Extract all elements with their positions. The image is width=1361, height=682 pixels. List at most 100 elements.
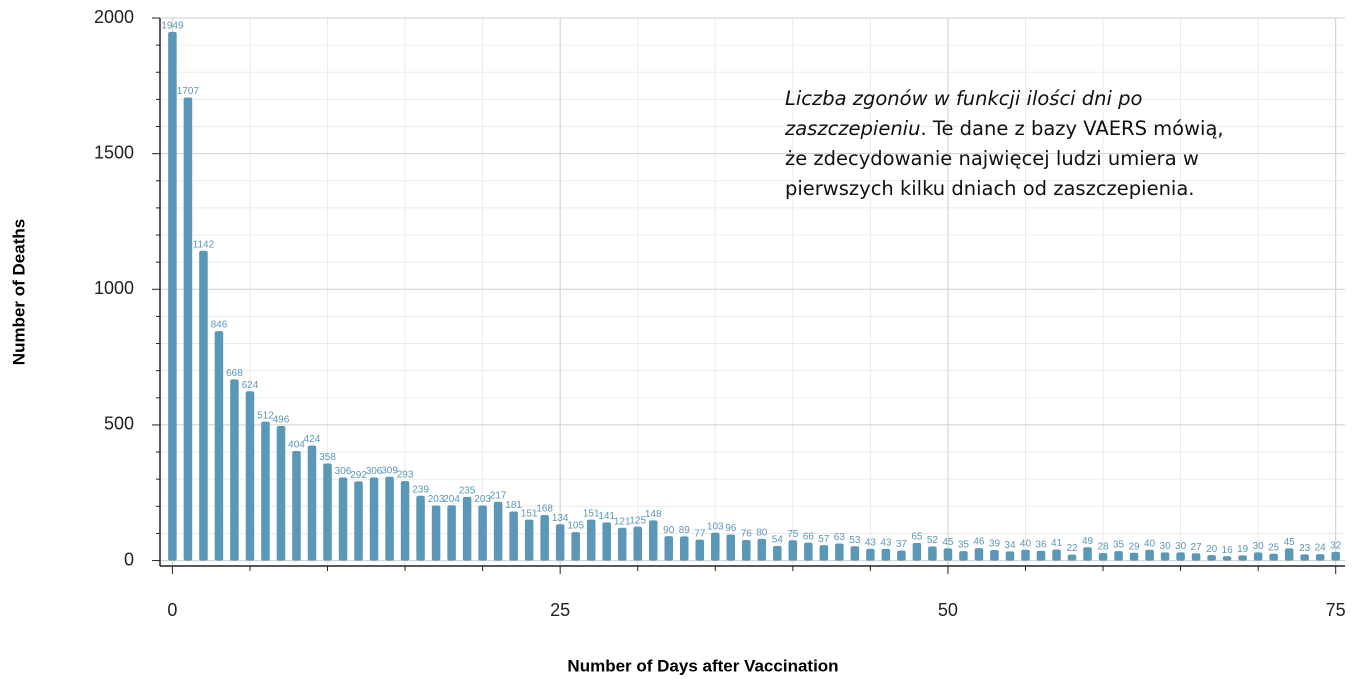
value-label: 125 xyxy=(629,515,646,526)
value-label: 36 xyxy=(1035,539,1047,550)
bar xyxy=(214,331,224,561)
bar xyxy=(664,536,674,561)
value-label: 121 xyxy=(614,516,631,527)
bar xyxy=(292,450,301,561)
value-label: 168 xyxy=(536,504,553,515)
value-label: 96 xyxy=(725,523,737,534)
bar xyxy=(1284,548,1294,561)
bar xyxy=(633,526,642,561)
value-label: 151 xyxy=(583,508,600,519)
annotation: Liczba zgonów w funkcji ilości dni po za… xyxy=(785,84,1225,204)
bar xyxy=(183,97,193,561)
value-label: 53 xyxy=(849,535,861,546)
bar xyxy=(990,549,999,561)
value-label: 45 xyxy=(942,537,954,548)
bar xyxy=(416,495,425,561)
bar xyxy=(447,505,456,561)
bar xyxy=(230,379,239,561)
value-label: 22 xyxy=(1066,543,1078,554)
bar xyxy=(943,548,953,561)
y-tick-label: 1000 xyxy=(94,278,134,298)
value-label: 306 xyxy=(335,466,352,477)
value-label: 424 xyxy=(304,434,321,445)
x-tick-label: 75 xyxy=(1326,600,1346,620)
bar xyxy=(168,31,177,561)
value-label: 40 xyxy=(1020,538,1032,549)
bar xyxy=(1222,556,1232,561)
bar xyxy=(835,543,844,561)
x-tick-label: 25 xyxy=(550,600,570,620)
value-label: 90 xyxy=(663,525,675,536)
value-label: 134 xyxy=(552,513,569,524)
y-tick-label: 2000 xyxy=(94,7,134,27)
value-label: 203 xyxy=(474,494,491,505)
bar xyxy=(385,476,394,561)
value-label: 512 xyxy=(257,410,274,421)
value-label: 52 xyxy=(927,535,939,546)
value-label: 28 xyxy=(1097,542,1109,553)
value-label: 34 xyxy=(1004,540,1016,551)
bar xyxy=(1300,554,1309,561)
value-label: 25 xyxy=(1268,542,1280,553)
value-label: 35 xyxy=(958,540,970,551)
value-label: 89 xyxy=(679,525,691,536)
value-label: 358 xyxy=(319,452,336,463)
bar xyxy=(524,519,534,561)
bar xyxy=(1036,550,1046,561)
value-label: 309 xyxy=(381,465,398,476)
value-label: 204 xyxy=(443,494,460,505)
value-label: 45 xyxy=(1284,537,1296,548)
value-label: 1142 xyxy=(193,239,215,250)
bar xyxy=(711,532,720,561)
y-tick-label: 0 xyxy=(124,549,134,569)
value-label: 105 xyxy=(567,521,584,532)
value-label: 1949 xyxy=(161,20,184,31)
value-label: 19 xyxy=(1237,544,1249,555)
bar xyxy=(1160,552,1170,561)
bar xyxy=(1083,547,1092,561)
bar xyxy=(819,545,829,561)
bar xyxy=(307,445,317,561)
bar xyxy=(1176,552,1185,561)
bar xyxy=(323,463,332,561)
value-label: 239 xyxy=(412,484,429,495)
x-tick-label: 0 xyxy=(167,600,177,620)
value-label: 30 xyxy=(1175,541,1187,552)
value-label: 235 xyxy=(459,485,476,496)
value-label: 203 xyxy=(428,494,445,505)
value-label: 30 xyxy=(1253,541,1265,552)
bar xyxy=(1129,552,1139,561)
bar xyxy=(493,501,503,561)
bar xyxy=(1067,554,1077,561)
value-label: 80 xyxy=(756,528,768,539)
value-label: 65 xyxy=(911,532,923,543)
bar xyxy=(928,546,937,561)
bar xyxy=(354,481,363,561)
bar xyxy=(1098,552,1108,561)
value-label: 35 xyxy=(1113,540,1125,551)
bar xyxy=(571,532,580,561)
value-label: 306 xyxy=(366,466,383,477)
value-label: 292 xyxy=(350,470,367,481)
value-label: 30 xyxy=(1160,541,1172,552)
value-label: 29 xyxy=(1128,541,1140,552)
value-label: 496 xyxy=(273,415,290,426)
value-label: 75 xyxy=(787,529,799,540)
bar xyxy=(338,477,348,561)
value-label: 41 xyxy=(1051,538,1063,549)
y-tick-label: 500 xyxy=(104,414,134,434)
value-label: 54 xyxy=(772,535,784,546)
bar xyxy=(1021,549,1030,561)
bar xyxy=(1114,551,1123,561)
value-label: 43 xyxy=(880,538,892,549)
bar xyxy=(679,536,689,561)
x-axis-title: Number of Days after Vaccination xyxy=(567,656,838,675)
bar xyxy=(866,548,875,561)
annotation-text: . Te dane z bazy VAERS mówią, że zdecydo… xyxy=(785,117,1224,200)
bar xyxy=(276,426,286,561)
bar xyxy=(788,540,798,561)
bar xyxy=(1238,555,1247,561)
bar xyxy=(1253,552,1263,561)
